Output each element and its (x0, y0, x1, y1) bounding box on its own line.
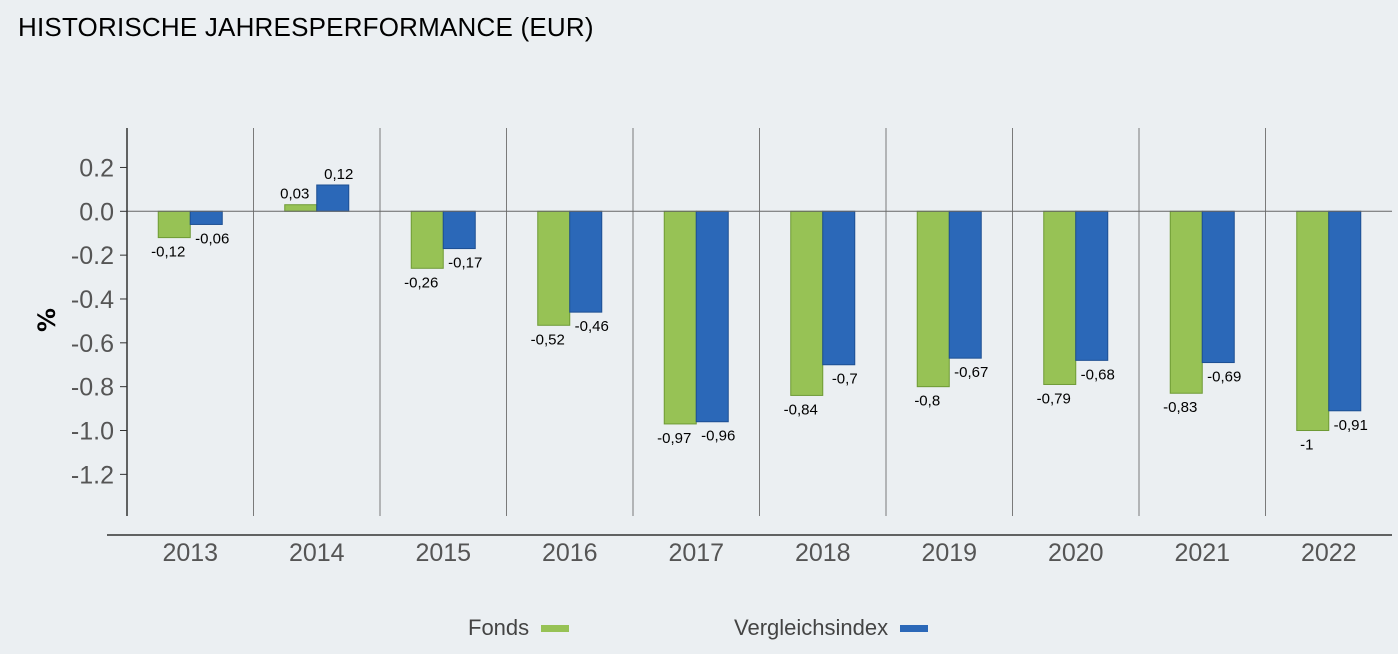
y-tick-label: -0.2 (71, 242, 114, 270)
bar-fonds-2019 (916, 210, 950, 388)
y-tick-label: -1.0 (71, 418, 114, 446)
data-label-vergleichsindex-2015: -0,17 (448, 255, 482, 272)
data-label-vergleichsindex-2016: -0,46 (575, 318, 609, 335)
bar-vergleichsindex-2014 (316, 184, 350, 212)
bar-chart: 0.20.0-0.2-0.4-0.6-0.8-1.0-1.2 2013 2014 2… (33, 128, 1392, 567)
data-label-vergleichsindex-2017: -0,96 (701, 428, 735, 445)
data-label-fonds-2022: -1 (1300, 437, 1313, 454)
data-label-vergleichsindex-2019: -0,67 (954, 364, 988, 381)
bar-vergleichsindex-2022 (1328, 210, 1362, 412)
legend-label-vergleichsindex: Vergleichsindex (734, 615, 889, 640)
y-tick-label: 0.2 (79, 154, 114, 182)
y-tick-label: -0.8 (71, 374, 114, 402)
legend: Fonds Vergleichsindex (0, 615, 1398, 645)
bar-fonds-2022 (1296, 210, 1330, 432)
data-label-vergleichsindex-2020: -0,68 (1081, 366, 1115, 383)
bar-fonds-2013 (157, 210, 191, 239)
y-tick-label: -1.2 (71, 461, 114, 489)
bar-fonds-2015 (410, 210, 444, 269)
x-ticks: 2013 2014 2015 2016 2017 2018 2019 2020 2021 2022 (162, 539, 1356, 567)
x-tick-label-2014: 2014 (289, 539, 345, 567)
axes (107, 128, 1392, 536)
x-tick-label-2015: 2015 (415, 539, 471, 567)
bar-fonds-2017 (663, 210, 697, 425)
data-label-fonds-2014: 0,03 (280, 186, 309, 203)
bar-vergleichsindex-2016 (569, 210, 603, 313)
y-axis-label: % (33, 308, 61, 332)
data-label-vergleichsindex-2018: -0,7 (832, 371, 858, 388)
x-tick-label-2019: 2019 (921, 539, 977, 567)
data-label-fonds-2018: -0,84 (784, 401, 818, 418)
bar-vergleichsindex-2018 (822, 210, 856, 366)
y-tick-label: -0.4 (71, 286, 114, 314)
bar-vergleichsindex-2015 (442, 210, 476, 250)
data-label-vergleichsindex-2013: -0,06 (195, 230, 229, 247)
data-label-vergleichsindex-2022: -0,91 (1334, 417, 1368, 434)
data-label-fonds-2015: -0,26 (404, 274, 438, 291)
bar-fonds-2020 (1043, 210, 1077, 385)
y-tick-label: 0.0 (79, 198, 114, 226)
data-label-fonds-2016: -0,52 (531, 331, 565, 348)
bars (157, 184, 1362, 432)
data-label-fonds-2013: -0,12 (151, 244, 185, 261)
data-label-fonds-2019: -0,8 (914, 393, 940, 410)
bar-vergleichsindex-2017 (695, 210, 729, 423)
data-labels: -0,12 -0,06 0,03 0,12 -0,26 -0,17 -0,52 -0,46 -0… (151, 166, 1368, 454)
x-tick-label-2020: 2020 (1048, 539, 1104, 567)
legend-label-fonds: Fonds (468, 615, 530, 640)
bar-vergleichsindex-2020 (1075, 210, 1109, 361)
legend-swatch-fonds (541, 624, 570, 632)
data-label-fonds-2021: -0,83 (1163, 399, 1197, 416)
bar-vergleichsindex-2021 (1201, 210, 1235, 364)
x-tick-label-2018: 2018 (795, 539, 851, 567)
bar-fonds-2018 (790, 210, 824, 396)
x-tick-label-2016: 2016 (542, 539, 598, 567)
bar-vergleichsindex-2013 (189, 210, 223, 225)
data-label-vergleichsindex-2021: -0,69 (1207, 369, 1241, 386)
category-separators (253, 128, 1266, 516)
legend-item-fonds[interactable]: Fonds (468, 615, 570, 641)
x-tick-label-2013: 2013 (162, 539, 218, 567)
y-ticks: 0.2 0.0 -0.2 -0.4 -0.6 -0.8 -1.0 -1.2 (71, 154, 127, 489)
data-label-fonds-2017: -0,97 (657, 430, 691, 447)
bar-vergleichsindex-2019 (948, 210, 982, 359)
data-label-fonds-2020: -0,79 (1037, 390, 1071, 407)
bar-fonds-2014 (284, 204, 318, 212)
legend-swatch-vergleichsindex (900, 624, 929, 632)
bar-fonds-2016 (537, 210, 571, 326)
legend-item-vergleichsindex[interactable]: Vergleichsindex (734, 615, 929, 641)
bar-fonds-2021 (1169, 210, 1203, 394)
x-tick-label-2022: 2022 (1301, 539, 1357, 567)
x-tick-label-2021: 2021 (1174, 539, 1230, 567)
chart-title: HISTORISCHE JAHRESPERFORMANCE (EUR) (18, 12, 594, 42)
y-tick-label: -0.6 (71, 330, 114, 358)
x-tick-label-2017: 2017 (668, 539, 724, 567)
data-label-vergleichsindex-2014: 0,12 (324, 166, 353, 183)
